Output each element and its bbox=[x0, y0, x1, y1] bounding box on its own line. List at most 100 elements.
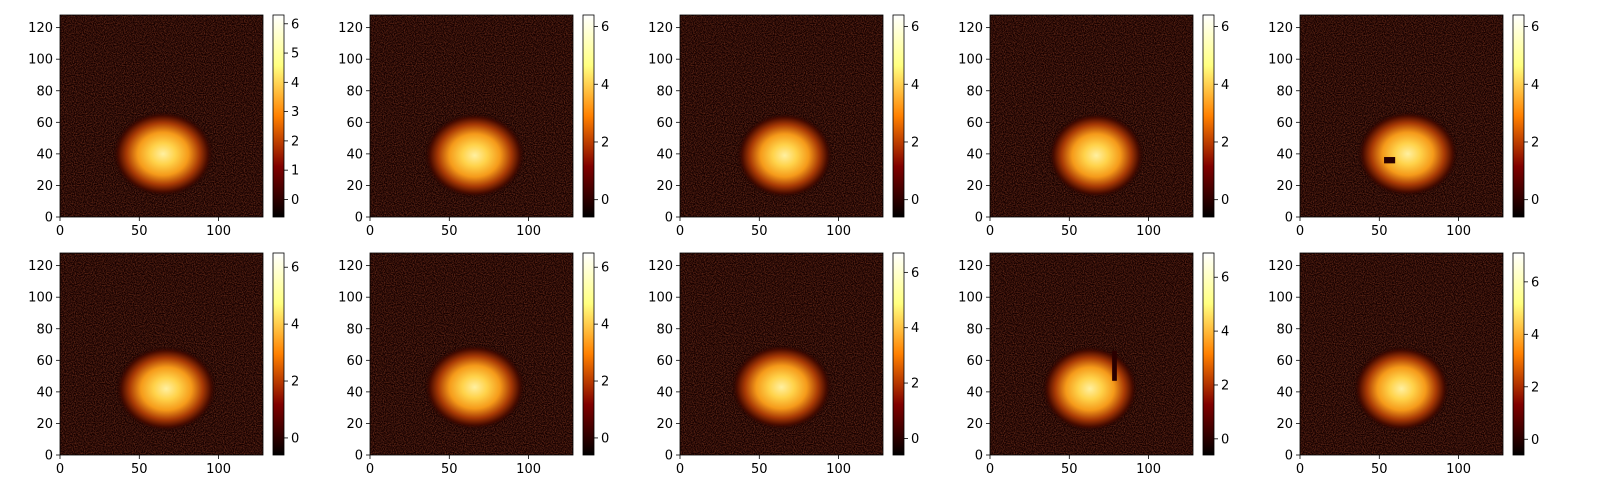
y-tick-label: 100 bbox=[1268, 53, 1293, 68]
y-tick-label: 60 bbox=[36, 116, 53, 131]
y-tick-label: 120 bbox=[338, 259, 363, 274]
x-tick-label: 100 bbox=[206, 224, 231, 239]
x-tick-label: 50 bbox=[1371, 462, 1388, 477]
y-tick-label: 120 bbox=[958, 259, 983, 274]
y-tick-label: 60 bbox=[346, 354, 363, 369]
y-tick-label: 20 bbox=[1276, 417, 1293, 432]
intensity-blob bbox=[736, 112, 833, 199]
x-tick-label: 50 bbox=[1061, 462, 1078, 477]
y-tick-label: 20 bbox=[36, 417, 53, 432]
intensity-blob bbox=[1048, 112, 1145, 199]
colorbar bbox=[892, 252, 905, 456]
y-tick-label: 0 bbox=[1285, 211, 1293, 226]
y-tick-label: 100 bbox=[338, 53, 363, 68]
x-tick-label: 0 bbox=[56, 462, 64, 477]
colorbar-tick-label: 0 bbox=[1221, 193, 1229, 208]
heatmap-panel-9: 0 50 100 0 20 40 60 80 100 120 0 2 4 6 bbox=[958, 252, 1229, 477]
colorbar-tick-label: 0 bbox=[291, 431, 299, 446]
colorbar bbox=[1202, 14, 1215, 218]
intensity-blob bbox=[112, 110, 214, 197]
intensity-blob bbox=[115, 345, 218, 432]
x-tick-label: 50 bbox=[751, 224, 768, 239]
colorbar-tick-label: 4 bbox=[1531, 78, 1539, 93]
heatmap-panel-6: 0 50 100 0 20 40 60 80 100 120 0 2 4 6 bbox=[28, 252, 299, 477]
plot-frame bbox=[369, 252, 574, 456]
colorbar-tick-label: 0 bbox=[601, 193, 609, 208]
colorbar-tick-label: 6 bbox=[1221, 20, 1229, 35]
y-tick-label: 40 bbox=[36, 385, 53, 400]
x-tick-label: 0 bbox=[986, 462, 994, 477]
colorbar-tick-label: 1 bbox=[291, 164, 299, 179]
y-tick-label: 0 bbox=[665, 211, 673, 226]
heatmap-image bbox=[990, 253, 1193, 455]
y-tick-label: 120 bbox=[338, 21, 363, 36]
y-tick-label: 40 bbox=[1276, 147, 1293, 162]
y-tick-label: 100 bbox=[958, 291, 983, 306]
y-tick-label: 20 bbox=[656, 179, 673, 194]
colorbar-tick-label: 2 bbox=[601, 375, 609, 390]
x-tick-label: 50 bbox=[131, 462, 148, 477]
intensity-blob bbox=[423, 112, 526, 199]
y-tick-label: 20 bbox=[966, 179, 983, 194]
colorbar-tick-label: 6 bbox=[1531, 20, 1539, 35]
x-tick-label: 100 bbox=[516, 224, 541, 239]
x-tick-label: 50 bbox=[441, 224, 458, 239]
colorbar-tick-label: 6 bbox=[601, 20, 609, 35]
colorbar-tick-label: 0 bbox=[911, 432, 919, 447]
colorbar-tick-label: 6 bbox=[291, 17, 299, 32]
plot-frame bbox=[59, 14, 264, 218]
y-tick-label: 100 bbox=[28, 53, 53, 68]
y-tick-label: 100 bbox=[1268, 291, 1293, 306]
colorbar bbox=[892, 14, 905, 218]
heatmap-panel-10: 0 50 100 0 20 40 60 80 100 120 0 2 4 6 bbox=[1268, 252, 1539, 477]
plot-frame bbox=[679, 14, 884, 218]
y-tick-label: 0 bbox=[355, 211, 363, 226]
y-tick-label: 0 bbox=[975, 211, 983, 226]
colorbar-tick-label: 3 bbox=[291, 105, 299, 120]
y-tick-label: 40 bbox=[966, 385, 983, 400]
plot-frame bbox=[679, 252, 884, 456]
colorbar-tick-label: 4 bbox=[911, 78, 919, 93]
heatmap-panel-4: 0 50 100 0 20 40 60 80 100 120 0 2 4 6 bbox=[958, 14, 1229, 239]
y-tick-label: 60 bbox=[656, 354, 673, 369]
colorbar-tick-label: 6 bbox=[911, 266, 919, 281]
y-tick-label: 20 bbox=[1276, 179, 1293, 194]
colorbar-tick-label: 2 bbox=[291, 375, 299, 390]
y-tick-label: 80 bbox=[656, 84, 673, 99]
colorbar-tick-label: 4 bbox=[601, 78, 609, 93]
plot-frame bbox=[989, 14, 1194, 218]
y-tick-label: 80 bbox=[1276, 84, 1293, 99]
heatmap-image bbox=[680, 15, 883, 217]
masked-region bbox=[1112, 350, 1117, 381]
heatmap-image bbox=[60, 253, 263, 455]
y-tick-label: 80 bbox=[1276, 322, 1293, 337]
x-tick-label: 100 bbox=[516, 462, 541, 477]
x-tick-label: 0 bbox=[676, 224, 684, 239]
colorbar-tick-label: 4 bbox=[1531, 328, 1539, 343]
colorbar-tick-label: 0 bbox=[601, 431, 609, 446]
colorbar bbox=[272, 14, 285, 218]
y-tick-label: 20 bbox=[966, 417, 983, 432]
colorbar-tick-label: 2 bbox=[1531, 380, 1539, 395]
y-tick-label: 60 bbox=[656, 116, 673, 131]
x-tick-label: 100 bbox=[1446, 224, 1471, 239]
colorbar-tick-label: 2 bbox=[911, 135, 919, 150]
y-tick-label: 20 bbox=[656, 417, 673, 432]
y-tick-label: 0 bbox=[665, 449, 673, 464]
x-tick-label: 0 bbox=[366, 462, 374, 477]
colorbar-tick-label: 4 bbox=[1221, 78, 1229, 93]
x-tick-label: 100 bbox=[826, 224, 851, 239]
y-tick-label: 100 bbox=[648, 53, 673, 68]
y-tick-label: 40 bbox=[1276, 385, 1293, 400]
y-tick-label: 20 bbox=[346, 179, 363, 194]
colorbar-tick-label: 0 bbox=[1531, 193, 1539, 208]
colorbar-tick-label: 0 bbox=[1221, 432, 1229, 447]
heatmap-panel-3: 0 50 100 0 20 40 60 80 100 120 0 2 4 6 bbox=[648, 14, 919, 239]
colorbar-tick-label: 4 bbox=[911, 321, 919, 336]
x-tick-label: 50 bbox=[751, 462, 768, 477]
colorbar-tick-label: 2 bbox=[601, 135, 609, 150]
y-tick-label: 80 bbox=[346, 84, 363, 99]
colorbar-tick-label: 0 bbox=[291, 193, 299, 208]
plot-frame bbox=[1299, 14, 1504, 218]
y-tick-label: 40 bbox=[346, 385, 363, 400]
